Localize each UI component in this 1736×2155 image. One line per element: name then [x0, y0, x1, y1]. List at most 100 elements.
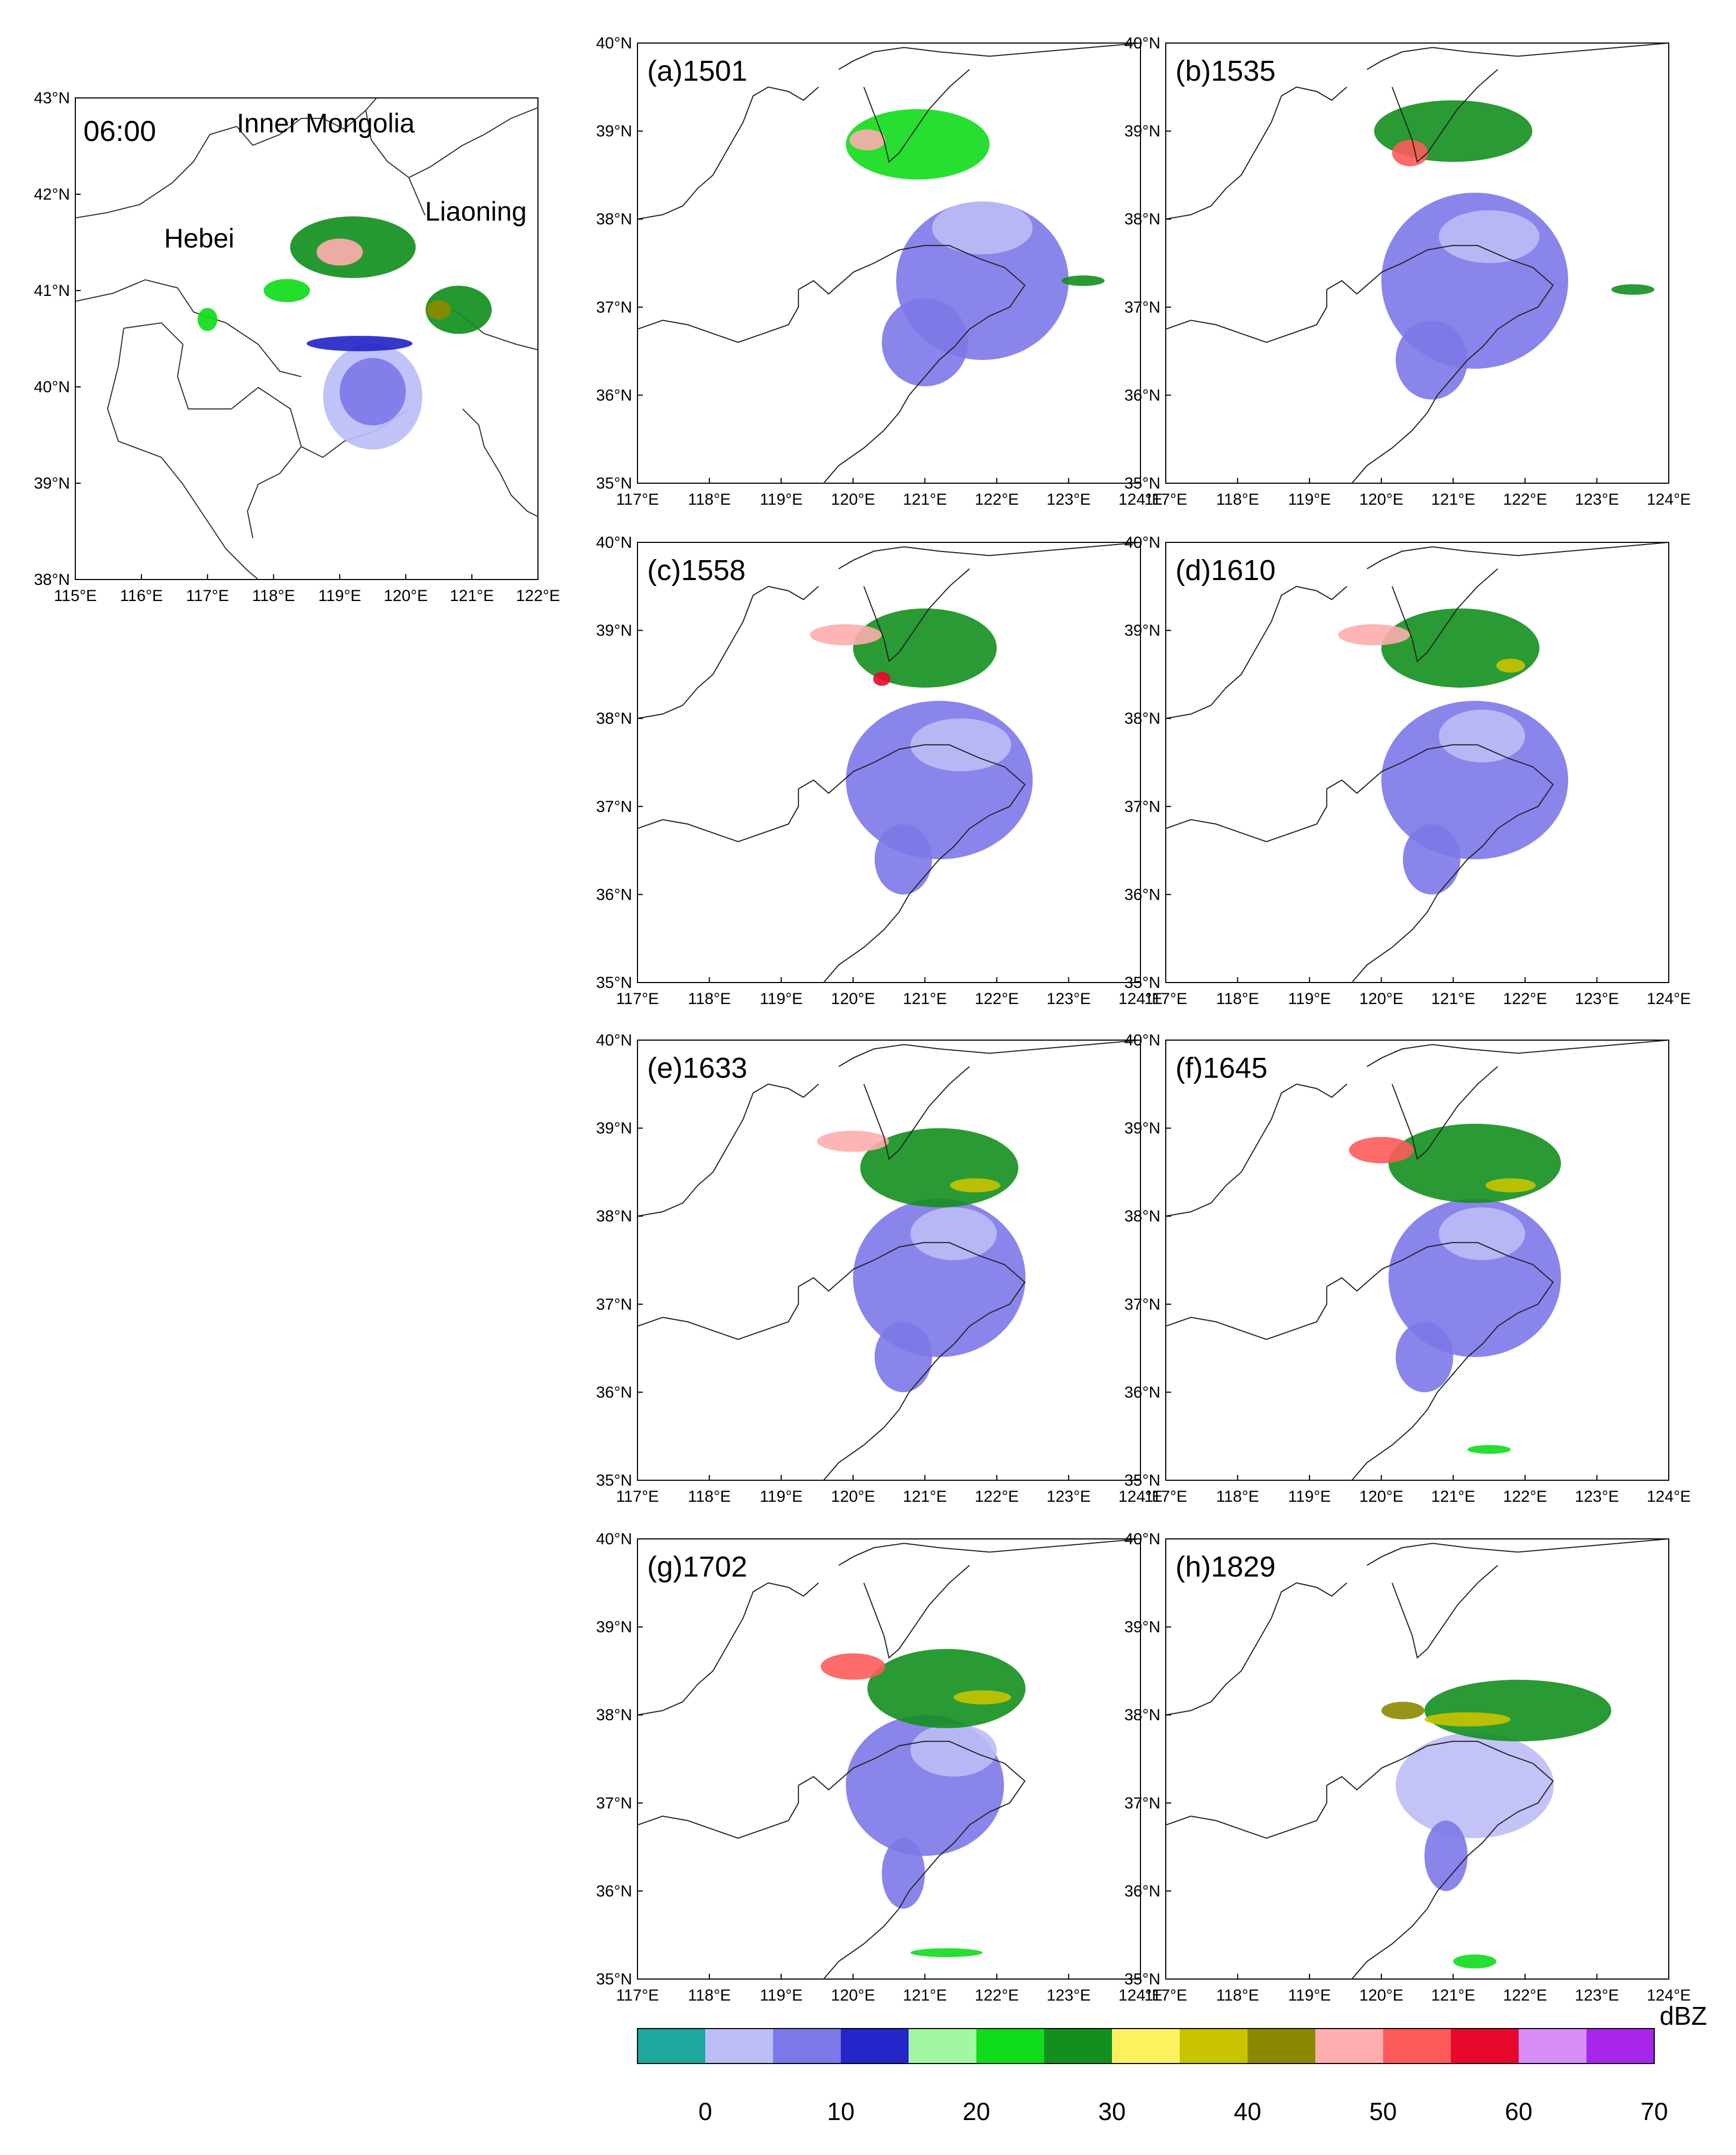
colorbar-bin	[1383, 2029, 1451, 2064]
overview-echo-7	[339, 358, 406, 426]
colorbar-tick-label: 40	[1234, 2097, 1261, 2125]
lon-tick-label: 121°E	[1431, 1987, 1475, 2004]
overview-echo-3	[427, 300, 451, 320]
lon-tick-label: 121°E	[1431, 491, 1475, 508]
lon-tick-label: 121°E	[903, 491, 947, 508]
lon-tick-label: 119°E	[1288, 1987, 1331, 2004]
radar-panel-g: (g)1702 117°E 118°E 119°E 120°E 121°E 122°E 123…	[596, 1530, 1163, 2004]
echo-cell-1	[882, 1838, 925, 1909]
lat-tick-label: 35°N	[596, 475, 632, 492]
lon-tick-label: 120°E	[1359, 990, 1404, 1008]
colorbar-tick-label: 20	[962, 2097, 990, 2125]
overview-lon-tick-label: 115°E	[54, 587, 97, 605]
lon-tick-label: 118°E	[1216, 990, 1259, 1008]
coastline-segment	[1391, 69, 1498, 163]
colorbar-bin	[1451, 2029, 1519, 2064]
panel-plot-area	[637, 1040, 1140, 1480]
overview-map: 06:00 Inner Mongolia Hebei Liaoning 115°…	[34, 89, 560, 605]
lon-tick-label: 121°E	[903, 990, 947, 1008]
lat-tick-label: 40°N	[1124, 534, 1160, 552]
echo-cell-5	[1485, 1178, 1536, 1193]
lat-tick-label: 38°N	[1124, 1207, 1160, 1225]
lon-tick-label: 117°E	[1144, 1488, 1187, 1506]
lon-tick-label: 123°E	[1575, 1488, 1619, 1506]
lon-tick-label: 122°E	[1503, 491, 1547, 508]
lon-tick-label: 120°E	[831, 491, 875, 508]
lon-tick-label: 121°E	[1431, 1488, 1475, 1506]
lat-tick-label: 37°N	[1124, 1794, 1160, 1812]
lon-tick-label: 123°E	[1575, 990, 1619, 1008]
lon-tick-label: 117°E	[1144, 990, 1187, 1008]
radar-panel-a: (a)1501 117°E 118°E 119°E 120°E 121°E 122°E 123…	[596, 34, 1163, 508]
echo-cell-5	[1496, 658, 1525, 673]
coastline	[1166, 43, 1669, 483]
coastline-segment	[637, 86, 819, 220]
echo-cell-3	[846, 109, 990, 180]
overview-axis-ticks: 115°E 116°E 117°E 118°E 119°E 120°E 121°E 122°E…	[34, 89, 560, 605]
echo-cell-1	[1395, 1322, 1454, 1393]
echo-cell-2	[910, 1723, 997, 1777]
echo-cell-6	[1468, 1445, 1511, 1454]
coastline-segment	[863, 1565, 970, 1659]
lon-tick-label: 120°E	[1359, 1488, 1404, 1506]
colorbar-bin	[1586, 2029, 1655, 2064]
panel-plot-area	[1166, 1040, 1669, 1480]
lon-tick-label: 119°E	[760, 1488, 803, 1506]
lat-tick-label: 35°N	[1124, 1970, 1160, 1988]
lat-tick-label: 37°N	[596, 798, 632, 816]
lat-tick-label: 40°N	[1124, 34, 1160, 52]
lon-tick-label: 123°E	[1575, 491, 1619, 508]
echo-cell-2	[1439, 709, 1525, 763]
echo-cell-0	[1395, 1732, 1554, 1839]
panel-plot-area	[637, 43, 1140, 483]
coastline	[637, 1040, 1140, 1480]
panel-time-label: (e)1633	[647, 1052, 747, 1084]
colorbar-bin	[1044, 2029, 1113, 2064]
lon-tick-label: 122°E	[975, 491, 1019, 508]
echo-cell-2	[932, 201, 1033, 255]
lon-tick-label: 122°E	[1503, 990, 1547, 1008]
echo-cell-4	[817, 1131, 889, 1152]
lat-tick-label: 39°N	[1124, 622, 1160, 640]
echo-cell-6	[910, 1948, 983, 1958]
radar-panel-d: (d)1610 117°E 118°E 119°E 120°E 121°E 122°E 123…	[1124, 534, 1691, 1008]
echo-cell-5	[1453, 1954, 1497, 1969]
radar-panel-grid: (a)1501 117°E 118°E 119°E 120°E 121°E 122°E 123…	[596, 34, 1691, 2004]
overview-lat-tick-label: 42°N	[34, 186, 70, 203]
coastline-segment	[1366, 542, 1669, 569]
lat-tick-label: 37°N	[596, 1794, 632, 1812]
colorbar-tick-label: 50	[1369, 2097, 1397, 2125]
lat-tick-label: 38°N	[1124, 710, 1160, 727]
lat-tick-label: 35°N	[1124, 475, 1160, 492]
lon-tick-label: 118°E	[688, 990, 731, 1008]
coastline-segment	[1391, 568, 1498, 662]
lon-tick-label: 123°E	[1046, 990, 1090, 1008]
lon-tick-label: 118°E	[1216, 491, 1259, 508]
overview-echo-8	[307, 336, 413, 351]
coastline	[637, 43, 1140, 483]
lon-tick-label: 119°E	[1288, 990, 1331, 1008]
lat-tick-label: 39°N	[1124, 1120, 1160, 1137]
coastline-segment	[637, 1785, 799, 1839]
coastline-segment	[798, 1741, 1026, 1979]
lon-tick-label: 124°E	[1118, 990, 1163, 1008]
lat-tick-label: 36°N	[1124, 886, 1160, 903]
overview-lon-tick-label: 118°E	[252, 587, 295, 605]
echo-cell-4	[1392, 139, 1428, 167]
overview-lon-tick-label: 117°E	[186, 587, 229, 605]
colorbar-tick-label: 60	[1505, 2097, 1532, 2125]
coastline-segment	[1166, 789, 1328, 843]
lon-tick-label: 124°E	[1647, 1987, 1691, 2004]
overview-lon-tick-label: 119°E	[318, 587, 362, 605]
echo-cell-1	[882, 298, 968, 387]
lon-tick-label: 117°E	[616, 491, 659, 508]
echo-cell-2	[1439, 210, 1540, 264]
overview-lat-tick-label: 43°N	[34, 89, 70, 107]
overview-lon-tick-label: 121°E	[450, 587, 494, 605]
echo-cell-1	[874, 824, 932, 895]
lon-tick-label: 119°E	[1288, 491, 1331, 508]
coastline-segment	[1366, 43, 1669, 70]
panel-plot-area	[637, 542, 1140, 983]
panel-time-label: (f)1645	[1175, 1052, 1267, 1084]
lon-tick-label: 118°E	[688, 491, 731, 508]
